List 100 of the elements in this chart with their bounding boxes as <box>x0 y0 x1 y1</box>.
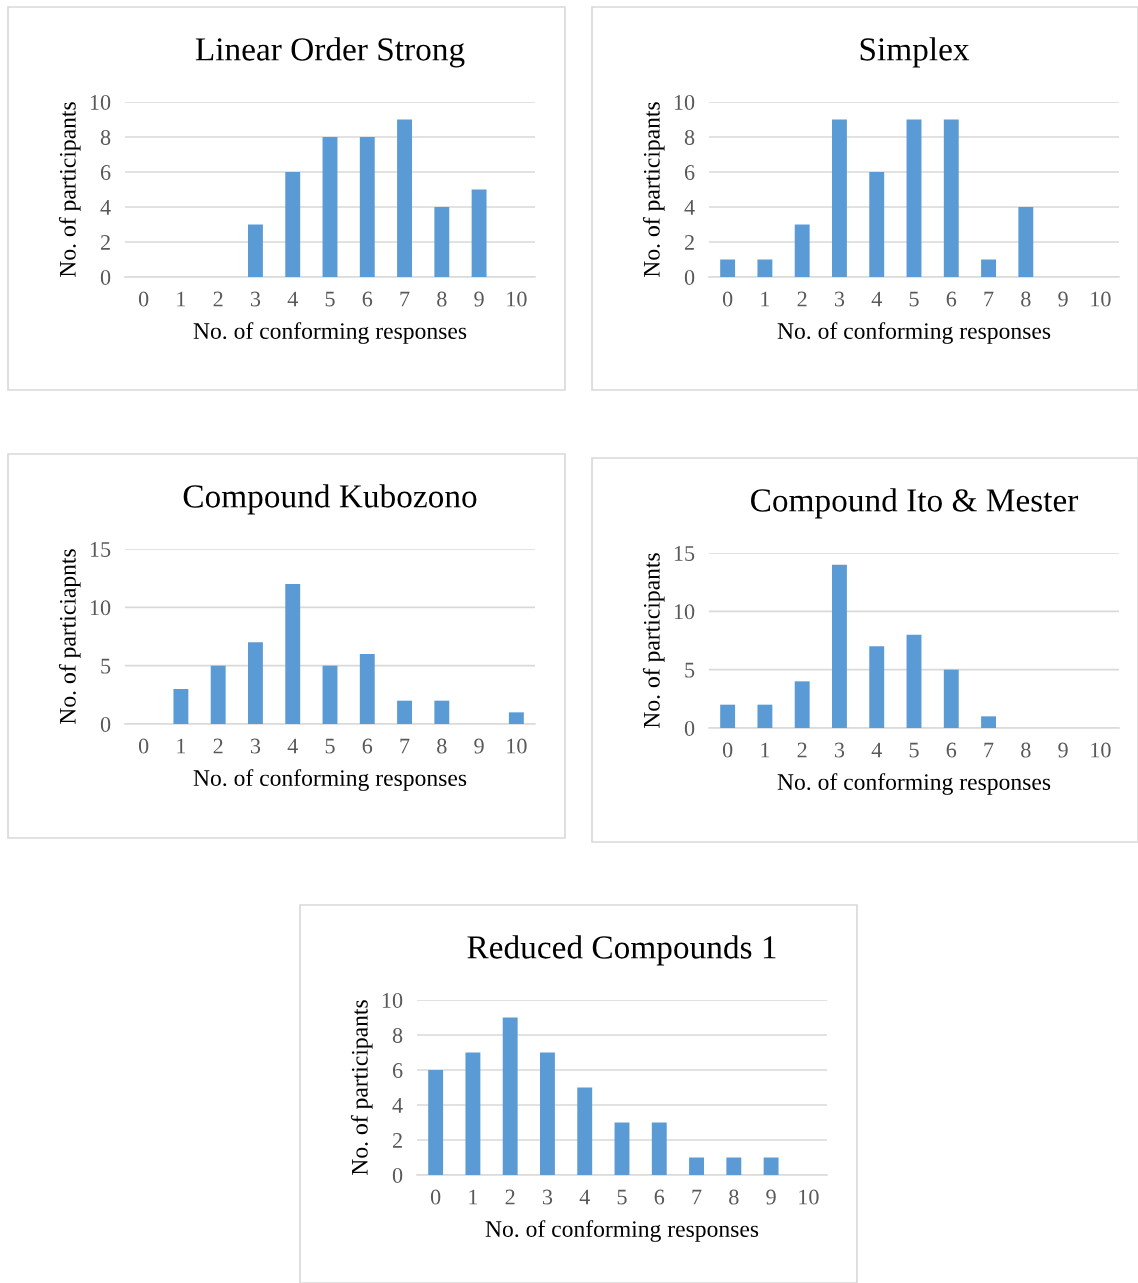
x-tick-label: 2 <box>213 291 223 307</box>
x-tick-label: 0 <box>722 742 733 758</box>
x-tick-label: 8 <box>437 738 447 754</box>
bar <box>502 1017 518 1175</box>
bar <box>906 634 922 728</box>
bar <box>869 172 885 277</box>
x-tick-label: 7 <box>984 742 994 758</box>
x-tick-label: 0 <box>722 291 733 307</box>
bar <box>720 259 736 277</box>
bar <box>981 716 996 728</box>
y-tick-label: 2 <box>684 234 694 250</box>
bar <box>434 700 450 724</box>
y-tick-label: 0 <box>684 720 695 736</box>
y-tick-label: 10 <box>674 604 695 620</box>
x-tick-label: 0 <box>430 1189 441 1205</box>
chart-title: Compound Ito & Mester <box>751 488 1079 519</box>
x-tick-label: 6 <box>946 742 957 758</box>
bar <box>322 665 338 724</box>
y-tick-label: 2 <box>392 1132 402 1148</box>
bar <box>757 259 773 277</box>
y-tick-label: 10 <box>674 94 695 110</box>
x-tick-label: 5 <box>909 742 919 758</box>
bar <box>943 669 959 728</box>
x-tick-label: 1 <box>761 742 770 758</box>
y-tick-label: 2 <box>100 234 110 250</box>
x-tick-label: 6 <box>654 1189 665 1205</box>
y-tick-label: 8 <box>100 129 111 145</box>
bar <box>757 704 773 728</box>
y-tick-label: 15 <box>90 542 111 557</box>
chart-title: Reduced Compounds 1 <box>467 935 776 966</box>
y-axis-title: No. of participants <box>58 102 81 278</box>
x-tick-label: 8 <box>1021 291 1031 307</box>
x-tick-label: 9 <box>1058 291 1068 307</box>
x-tick-label: 5 <box>909 291 919 307</box>
chart-title: Compound Kubozono <box>183 484 477 515</box>
y-axis-title: No. of participants <box>642 102 665 278</box>
bar <box>726 1157 742 1175</box>
x-tick-label: 3 <box>250 738 261 754</box>
y-tick-label: 0 <box>100 269 111 285</box>
x-axis-title: No. of conforming responses <box>193 769 467 791</box>
x-tick-label: 7 <box>400 738 410 754</box>
bar <box>471 189 487 277</box>
x-tick-label: 1 <box>761 291 770 307</box>
y-tick-label: 6 <box>392 1062 403 1078</box>
x-tick-label: 6 <box>362 738 373 754</box>
bar <box>397 119 412 277</box>
x-tick-label: 2 <box>213 738 223 754</box>
x-axis-title: No. of conforming responses <box>777 773 1051 795</box>
x-tick-label: 1 <box>177 738 186 754</box>
y-tick-label: 0 <box>684 269 695 285</box>
x-tick-label: 2 <box>797 291 807 307</box>
y-axis-title: No. of particiapnts <box>58 549 81 725</box>
bar <box>359 654 375 724</box>
y-tick-label: 4 <box>100 200 111 215</box>
x-tick-label: 7 <box>984 291 994 307</box>
x-tick-label: 8 <box>729 1189 739 1205</box>
bar <box>869 646 885 728</box>
bar <box>210 665 226 724</box>
bar <box>794 681 810 728</box>
y-axis-title: No. of participants <box>642 553 665 729</box>
x-tick-label: 10 <box>1091 291 1111 307</box>
bar <box>651 1122 667 1175</box>
bar <box>285 172 301 277</box>
y-axis-title: No. of participants <box>350 1000 373 1176</box>
y-tick-label: 15 <box>674 546 695 561</box>
bar <box>285 584 301 724</box>
bar <box>248 642 263 724</box>
bar <box>943 119 959 277</box>
y-tick-label: 10 <box>90 600 111 616</box>
y-tick-label: 4 <box>684 200 695 215</box>
bar <box>981 259 996 277</box>
x-tick-label: 10 <box>507 291 527 307</box>
x-tick-label: 3 <box>834 291 845 307</box>
y-tick-label: 6 <box>100 164 111 180</box>
bar <box>763 1157 779 1175</box>
x-tick-label: 3 <box>250 291 261 307</box>
x-tick-label: 4 <box>871 742 882 758</box>
bar <box>689 1157 704 1175</box>
x-tick-label: 5 <box>325 738 335 754</box>
bar <box>322 137 338 277</box>
x-tick-label: 1 <box>177 291 186 307</box>
x-tick-label: 0 <box>138 291 149 307</box>
bar <box>614 1122 630 1175</box>
x-axis-title: No. of conforming responses <box>485 1220 759 1242</box>
y-tick-label: 5 <box>101 658 111 674</box>
bar <box>832 119 847 277</box>
bar <box>794 224 810 277</box>
x-tick-label: 6 <box>946 291 957 307</box>
y-tick-label: 0 <box>392 1167 403 1183</box>
bar <box>359 137 375 277</box>
bar <box>720 704 736 728</box>
bar <box>832 564 847 728</box>
y-tick-label: 8 <box>684 129 695 145</box>
bar <box>173 689 189 724</box>
x-tick-label: 8 <box>437 291 447 307</box>
x-tick-label: 2 <box>797 742 807 758</box>
x-tick-label: 9 <box>1058 742 1068 758</box>
y-tick-label: 4 <box>392 1098 403 1113</box>
x-tick-label: 0 <box>138 738 149 754</box>
bar <box>248 224 263 277</box>
